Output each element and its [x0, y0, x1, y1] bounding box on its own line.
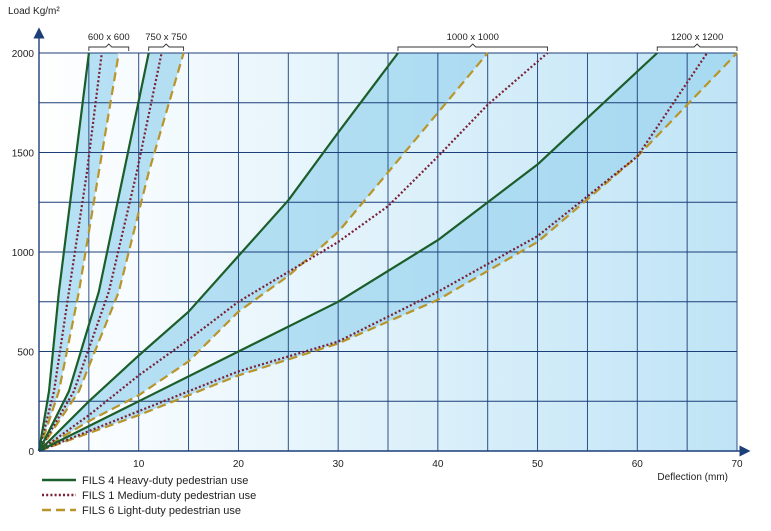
curve-3-1 [38, 52, 709, 453]
brace-1 [148, 43, 185, 51]
legend-label-2: FILS 6 Light-duty pedestrian use [82, 505, 241, 517]
legend: FILS 4 Heavy-duty pedestrian use FILS 1 M… [42, 475, 256, 517]
curve-2-2 [38, 52, 489, 452]
axes: 10 20 30 40 50 60 70 0 500 1000 1500 2000 [12, 27, 751, 470]
x-tick-label: 30 [333, 459, 345, 470]
size-label-2: 1000 x 1000 [447, 32, 499, 43]
curve-1-0 [38, 52, 150, 452]
brace-3 [656, 43, 738, 51]
curve-1-1 [38, 52, 163, 452]
x-tick-label: 40 [432, 459, 444, 470]
size-label-1: 750 x 750 [145, 32, 187, 43]
size-label-3: 1200 x 1200 [671, 32, 723, 43]
x-tick-label: 60 [632, 459, 644, 470]
series-curves [37, 52, 738, 453]
y-tick-label: 1500 [12, 149, 35, 160]
curve-0-2 [37, 52, 120, 452]
curve-2-1 [38, 52, 549, 452]
grid-lines [39, 52, 738, 451]
x-tick-label: 10 [133, 459, 145, 470]
size-braces: 600 x 600 750 x 750 1000 x 1000 1200 x 1200 [88, 32, 738, 51]
x-tick-label: 50 [532, 459, 544, 470]
size-label-0: 600 x 600 [88, 32, 130, 43]
x-tick-label: 20 [233, 459, 245, 470]
y-tick-label: 500 [17, 348, 34, 359]
curve-2-0 [38, 52, 399, 452]
legend-label-0: FILS 4 Heavy-duty pedestrian use [82, 475, 248, 487]
curve-3-2 [38, 52, 738, 453]
brace-0 [88, 43, 130, 51]
y-axis-label: Load Kg/m² [8, 6, 60, 17]
y-tick-label: 2000 [12, 49, 35, 60]
y-tick-label: 1000 [12, 248, 35, 259]
x-axis-label: Deflection (mm) [657, 472, 728, 483]
curve-3-0 [38, 52, 658, 452]
x-tick-label: 70 [731, 459, 743, 470]
curve-0-0 [37, 52, 90, 452]
y-tick-label: 0 [28, 447, 34, 458]
legend-label-1: FILS 1 Medium-duty pedestrian use [82, 490, 256, 502]
brace-2 [397, 43, 548, 51]
curve-1-2 [38, 52, 185, 452]
